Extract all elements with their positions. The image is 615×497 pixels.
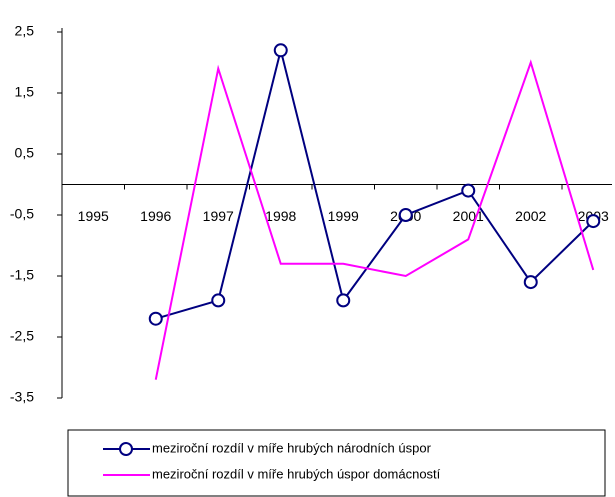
y-tick-label: 2,5: [15, 23, 35, 39]
x-tick-label: 1995: [78, 208, 109, 224]
y-tick-label: -2,5: [10, 328, 34, 344]
point: [398, 208, 413, 222]
series-line: [154, 59, 595, 380]
x-tick-label: 2001: [453, 208, 484, 224]
legend-label: meziroční rozdíl v míře hrubých národníc…: [152, 440, 432, 455]
legend-box: [67, 429, 606, 497]
x-tick-label: 1998: [265, 208, 296, 224]
x-tick-label: 1999: [328, 208, 359, 224]
y-tick-label: -1,5: [10, 267, 34, 283]
x-tick-label: 1996: [140, 208, 171, 224]
point: [586, 214, 601, 229]
point: [523, 275, 538, 290]
y-tick-label: 0,5: [15, 145, 35, 161]
point: [211, 293, 226, 308]
point: [336, 293, 351, 308]
y-tick-label: 1,5: [15, 84, 35, 100]
y-tick-label: -3,5: [10, 389, 34, 405]
point: [461, 183, 476, 198]
x-tick-label: 2002: [515, 208, 546, 224]
legend-label: meziroční rozdíl v míře hrubých úspor do…: [152, 466, 441, 481]
legend: meziroční rozdíl v míře hrubých národníc…: [103, 440, 441, 481]
legend-marker: [119, 442, 133, 456]
x-tick-label: 1997: [203, 208, 234, 224]
point: [148, 311, 163, 326]
y-tick-label: -0,5: [10, 206, 34, 222]
series-line: [155, 50, 594, 320]
point: [273, 43, 288, 58]
